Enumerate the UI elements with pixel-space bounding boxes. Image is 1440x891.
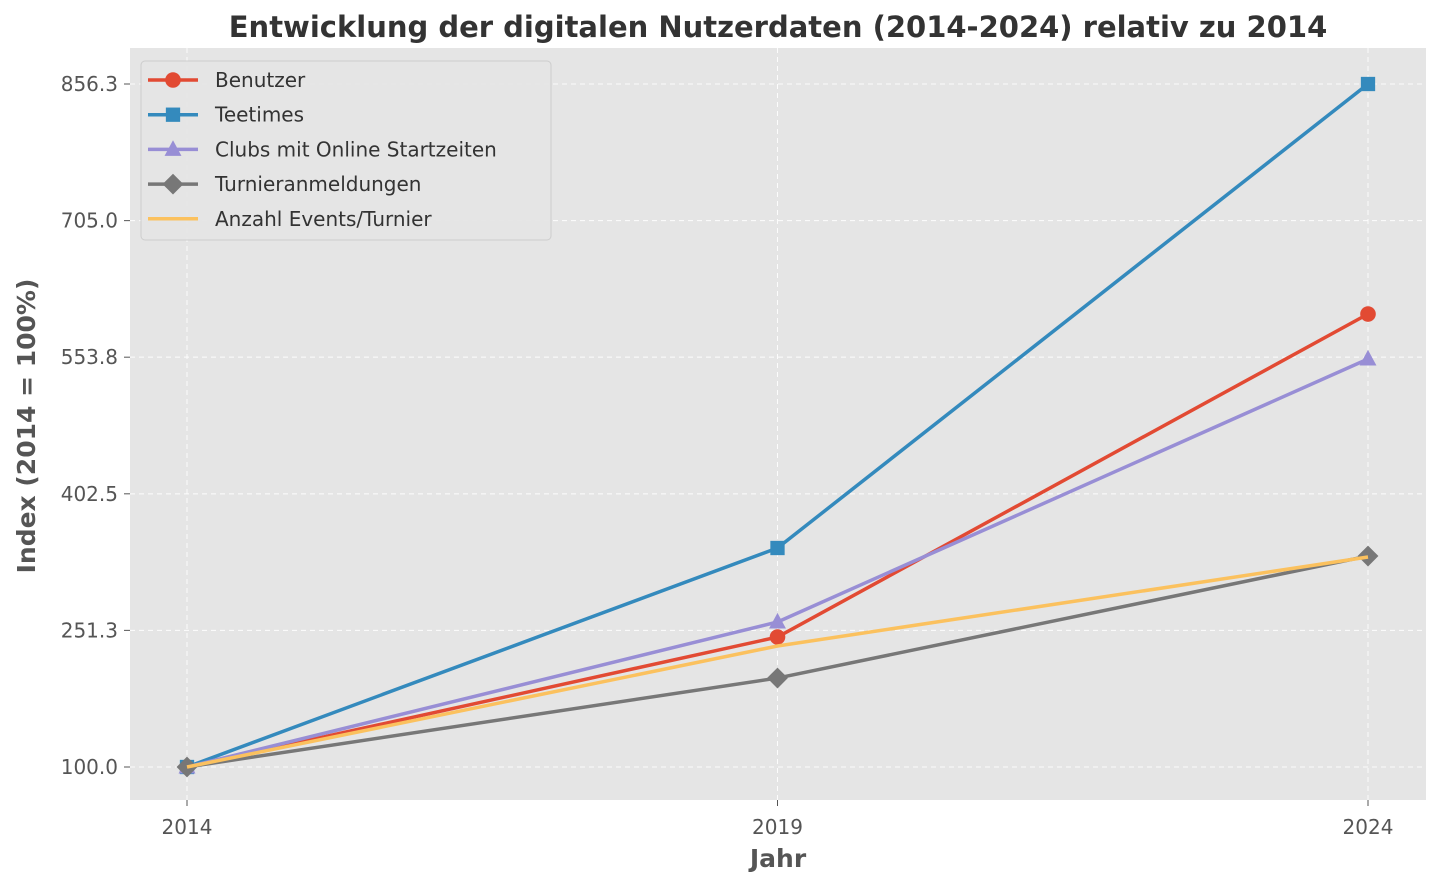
x-tick-label: 2014 bbox=[162, 815, 213, 839]
y-axis-label: Index (2014 = 100%) bbox=[12, 279, 41, 574]
x-tick-label: 2019 bbox=[752, 815, 803, 839]
y-tick-label: 553.8 bbox=[61, 345, 118, 369]
legend-label: Teetimes bbox=[214, 103, 304, 127]
legend-label: Turnieranmeldungen bbox=[214, 172, 421, 196]
legend-item: Turnieranmeldungen bbox=[148, 172, 421, 196]
data-point bbox=[1360, 76, 1376, 92]
legend-item: Clubs mit Online Startzeiten bbox=[148, 137, 497, 161]
y-tick-label: 856.3 bbox=[61, 72, 118, 96]
x-axis-ticks: 2014 2019 2024 bbox=[162, 800, 1394, 839]
square-marker-icon bbox=[165, 107, 181, 122]
x-axis-label: Jahr bbox=[748, 844, 807, 873]
triangle-marker-icon bbox=[164, 140, 182, 156]
legend-item: Anzahl Events/Turnier bbox=[148, 207, 432, 231]
legend-box bbox=[140, 60, 552, 241]
data-point bbox=[1357, 545, 1379, 567]
circle-marker-icon bbox=[165, 72, 181, 88]
legend-item: Teetimes bbox=[148, 103, 304, 127]
series-lines bbox=[176, 76, 1379, 778]
series-anzahl-events-turnier bbox=[186, 555, 1369, 769]
data-point bbox=[769, 629, 786, 645]
y-tick-label: 100.0 bbox=[61, 755, 118, 779]
data-point bbox=[769, 612, 786, 629]
y-tick-label: 251.3 bbox=[61, 618, 118, 642]
x-tick-label: 2024 bbox=[1343, 815, 1394, 839]
legend-label: Clubs mit Online Startzeiten bbox=[215, 137, 497, 161]
diamond-marker-icon bbox=[162, 173, 184, 195]
series-line bbox=[186, 555, 1369, 769]
data-point bbox=[1359, 349, 1377, 366]
data-point bbox=[770, 540, 785, 556]
y-tick-label: 402.5 bbox=[61, 482, 118, 506]
data-point bbox=[1360, 306, 1376, 322]
legend-label: Anzahl Events/Turnier bbox=[215, 207, 432, 231]
legend: Benutzer Teetimes Clubs mit Online Startze… bbox=[140, 60, 552, 241]
legend-item: Benutzer bbox=[148, 68, 306, 92]
data-point bbox=[767, 667, 788, 689]
series-turnieranmeldungen bbox=[176, 545, 1379, 778]
legend-label: Benutzer bbox=[215, 68, 306, 92]
y-axis-ticks: 100.0 251.3 402.5 553.8 705.0 856.3 bbox=[61, 72, 130, 779]
chart-title: Entwicklung der digitalen Nutzerdaten (2… bbox=[229, 10, 1328, 44]
y-tick-label: 705.0 bbox=[61, 209, 118, 233]
